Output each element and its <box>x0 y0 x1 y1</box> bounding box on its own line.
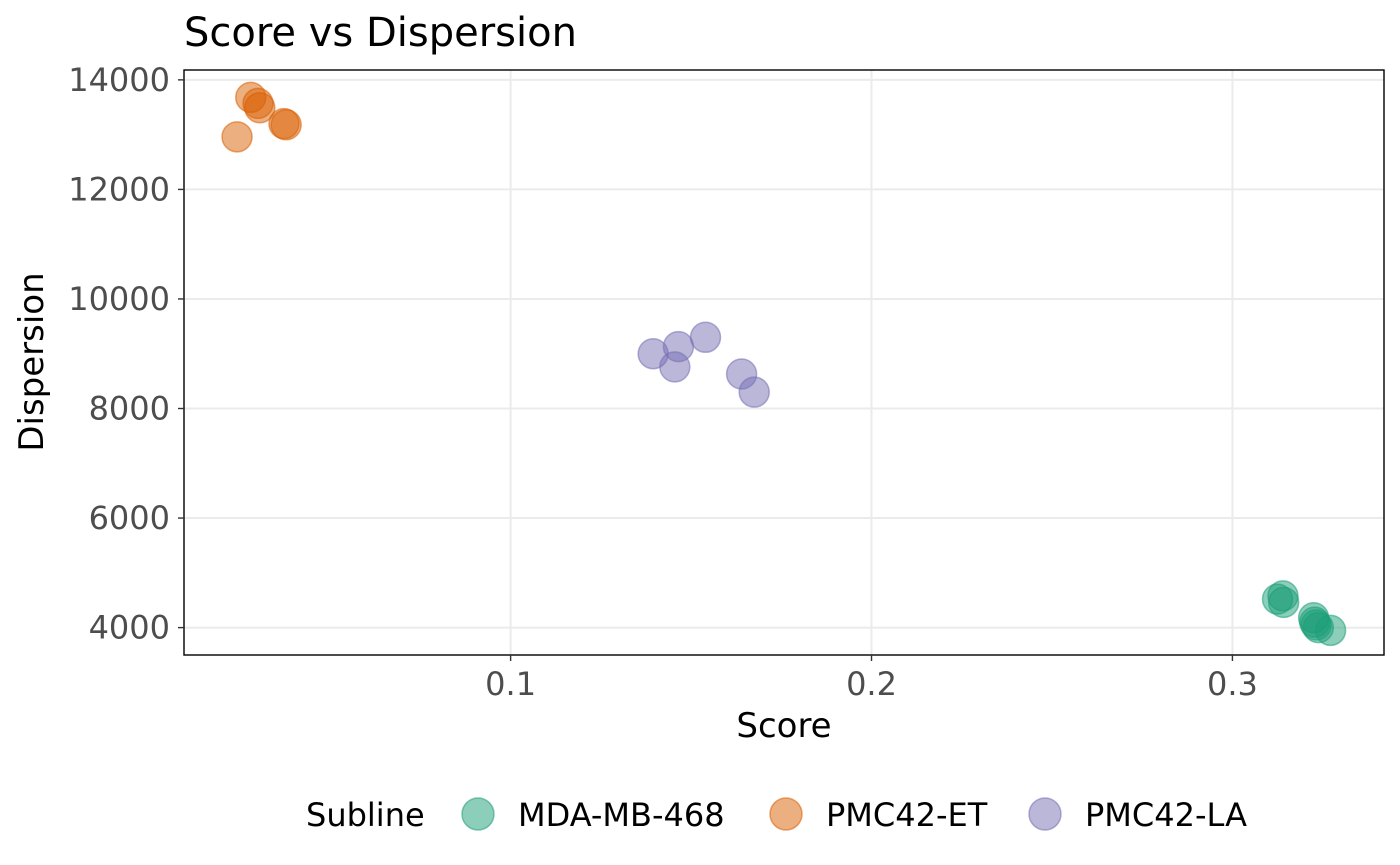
x-tick-label: 0.1 <box>485 665 536 703</box>
data-point <box>221 121 253 153</box>
data-point <box>738 376 770 408</box>
y-tick-label: 12000 <box>68 170 170 208</box>
y-tick-label: 8000 <box>89 390 170 428</box>
legend: Subline MDA-MB-468 PMC42-ET PMC42-LA <box>306 796 1247 834</box>
data-point <box>270 109 302 141</box>
axis-ticks: 0.1 0.2 0.3 4000 6000 8000 10000 12000 14000 <box>68 61 1258 703</box>
legend-label: MDA-MB-468 <box>518 796 725 834</box>
legend-label: PMC42-LA <box>1085 796 1247 834</box>
data-points <box>221 81 1347 647</box>
data-point <box>244 92 276 124</box>
y-tick-label: 6000 <box>89 499 170 537</box>
chart-title: Score vs Dispersion <box>184 10 577 56</box>
legend-key <box>1028 797 1062 831</box>
x-tick-label: 0.3 <box>1207 665 1258 703</box>
legend-key <box>769 797 803 831</box>
data-point <box>689 321 722 354</box>
data-point <box>1267 586 1300 619</box>
grid-lines <box>184 70 1384 655</box>
x-axis-title: Score <box>736 706 831 746</box>
data-point <box>662 330 695 363</box>
data-point <box>1314 614 1347 647</box>
x-tick-label: 0.2 <box>846 665 897 703</box>
legend-label: PMC42-ET <box>826 796 988 834</box>
plot-panel-border <box>183 69 1385 656</box>
y-tick-label: 4000 <box>89 609 170 647</box>
y-axis-title: Dispersion <box>12 272 52 451</box>
legend-key <box>461 797 495 831</box>
legend-title: Subline <box>306 796 425 834</box>
y-tick-label: 10000 <box>68 280 170 318</box>
y-tick-label: 14000 <box>68 61 170 99</box>
